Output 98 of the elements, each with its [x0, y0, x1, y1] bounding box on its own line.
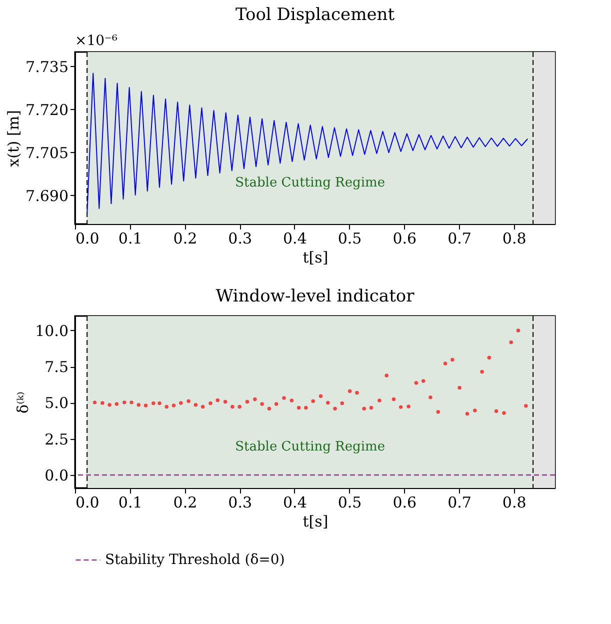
x-tick-label: 0.3 — [228, 494, 252, 512]
chart-title: Window-level indicator — [216, 286, 416, 306]
x-tick-label: 0.3 — [228, 230, 252, 248]
x-tick-label: 0.5 — [338, 230, 362, 248]
point — [421, 379, 426, 383]
y-tick-label: 7.735 — [26, 58, 68, 76]
point — [398, 405, 403, 409]
x-tick-label: 0.2 — [173, 494, 198, 512]
point — [473, 408, 477, 412]
x-tick-label: 0.8 — [502, 230, 526, 248]
x-axis-title: t[s] — [302, 248, 328, 266]
x-tick-label: 0.0 — [76, 494, 100, 512]
x-tick-label: 0.0 — [76, 230, 100, 248]
point — [122, 400, 126, 404]
point — [282, 396, 286, 400]
point — [108, 403, 112, 407]
point — [436, 410, 440, 414]
point — [245, 400, 250, 404]
legend-label: Stability Threshold (δ=0) — [105, 552, 285, 568]
x-tick-label: 0.7 — [448, 230, 472, 248]
point — [428, 396, 432, 400]
point — [200, 404, 205, 409]
point — [158, 401, 162, 406]
x-tick-label: 0.6 — [392, 494, 417, 512]
point — [494, 409, 498, 413]
x-tick-label: 0.2 — [173, 230, 198, 248]
x-axis-title: t[s] — [302, 512, 328, 530]
point — [172, 404, 176, 408]
point — [378, 398, 382, 402]
y-axis-title: x(t) [m] — [4, 110, 23, 167]
point — [362, 406, 366, 411]
point — [296, 406, 301, 410]
y-tick-label: 7.720 — [26, 100, 68, 119]
point — [502, 411, 506, 415]
y-tick-label: 5.0 — [44, 394, 68, 412]
point — [443, 362, 448, 366]
point — [465, 412, 470, 416]
point — [194, 403, 198, 407]
point — [208, 401, 212, 406]
point — [136, 403, 141, 407]
point — [238, 404, 242, 409]
point — [333, 406, 337, 411]
point — [144, 404, 148, 408]
point — [340, 401, 344, 406]
line-series — [86, 72, 528, 214]
y-tick-label: 7.705 — [26, 144, 68, 162]
y-axis-title: δ⁽ᵏ⁾ — [14, 392, 32, 414]
point — [348, 389, 352, 394]
point — [516, 328, 520, 332]
point — [318, 394, 323, 398]
x-tick-label: 0.8 — [502, 494, 526, 512]
point — [384, 374, 388, 378]
point — [509, 340, 513, 344]
y-tick-label: 7.690 — [26, 186, 68, 205]
point — [487, 356, 492, 360]
x-tick-label: 0.1 — [118, 230, 142, 248]
x-tick-label: 0.6 — [392, 230, 417, 248]
chart-title: Tool Displacement — [235, 5, 395, 25]
point — [223, 400, 228, 404]
point — [152, 401, 156, 406]
point — [216, 398, 220, 402]
point — [267, 406, 272, 411]
point — [186, 399, 190, 403]
point — [260, 402, 264, 406]
point — [524, 404, 528, 408]
point — [114, 402, 119, 406]
point — [230, 404, 234, 409]
point — [355, 390, 359, 395]
band-label: Stable Cutting Regime — [235, 176, 386, 191]
point — [92, 400, 97, 404]
x-tick-label: 0.4 — [283, 494, 307, 512]
point — [130, 400, 134, 404]
point — [326, 400, 330, 405]
x-tick-label: 0.7 — [448, 494, 472, 512]
point — [304, 406, 308, 410]
point — [406, 404, 410, 408]
band-label: Stable Cutting Regime — [235, 440, 386, 455]
point — [100, 401, 104, 405]
x-tick-label: 0.5 — [338, 494, 362, 512]
x-tick-label: 0.1 — [118, 494, 142, 512]
point — [369, 406, 374, 410]
point — [458, 386, 462, 390]
point — [290, 398, 294, 402]
point — [311, 399, 315, 403]
y-tick-label: 7.5 — [44, 358, 68, 376]
point — [414, 381, 418, 385]
y-tick-label: 0.0 — [44, 466, 68, 484]
point — [253, 397, 257, 402]
y-tick-label: 10.0 — [35, 322, 68, 340]
point — [392, 397, 396, 402]
point — [450, 358, 454, 362]
point — [164, 404, 168, 409]
text: ×10⁻⁶ — [75, 33, 118, 49]
x-tick-label: 0.4 — [283, 230, 307, 248]
point — [480, 370, 484, 374]
point — [274, 402, 278, 406]
y-tick-label: 2.5 — [44, 430, 68, 448]
point — [179, 401, 183, 405]
